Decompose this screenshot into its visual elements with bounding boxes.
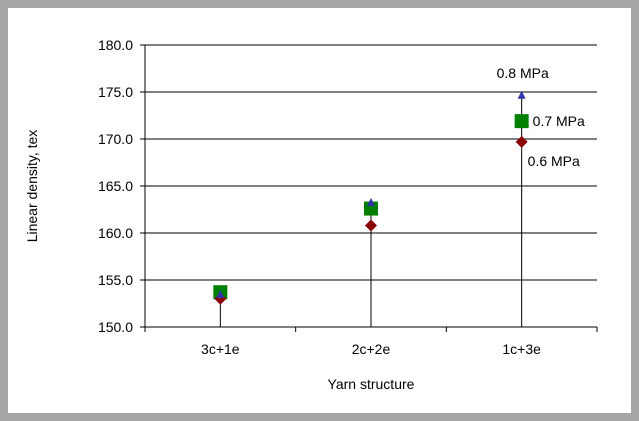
y-tick-label: 175.0	[98, 84, 133, 100]
x-tick-label: 3c+1e	[201, 341, 240, 357]
y-tick-label: 180.0	[98, 37, 133, 53]
y-tick-label: 155.0	[98, 272, 133, 288]
x-axis-title: Yarn structure	[328, 376, 415, 392]
y-tick-label: 165.0	[98, 178, 133, 194]
y-axis-title: Linear density, tex	[24, 130, 40, 243]
marker-diamond	[214, 292, 227, 305]
data-markers	[213, 90, 529, 305]
series-label: 0.8 MPa	[497, 65, 549, 81]
series-labels: 0.6 MPa 0.7 MPa 0.8 MPa	[497, 65, 585, 169]
x-tick-label: 1c+3e	[502, 341, 541, 357]
marker-diamond	[365, 219, 377, 232]
marker-diamond	[515, 135, 528, 148]
y-tick-label: 170.0	[98, 131, 133, 147]
series-label: 0.7 MPa	[533, 113, 585, 129]
series-label: 0.6 MPa	[528, 153, 580, 169]
marker-triangle	[216, 290, 225, 299]
axes: 150.0 155.0 160.0 165.0 170.0 175.0 180.0 3c+1e…	[98, 37, 598, 357]
marker-square	[514, 114, 529, 129]
y-tick-label: 160.0	[98, 225, 133, 241]
marker-triangle	[367, 197, 375, 206]
x-tick-label: 2c+2e	[352, 341, 391, 357]
marker-triangle	[517, 90, 526, 99]
y-tick-label: 150.0	[98, 319, 133, 335]
